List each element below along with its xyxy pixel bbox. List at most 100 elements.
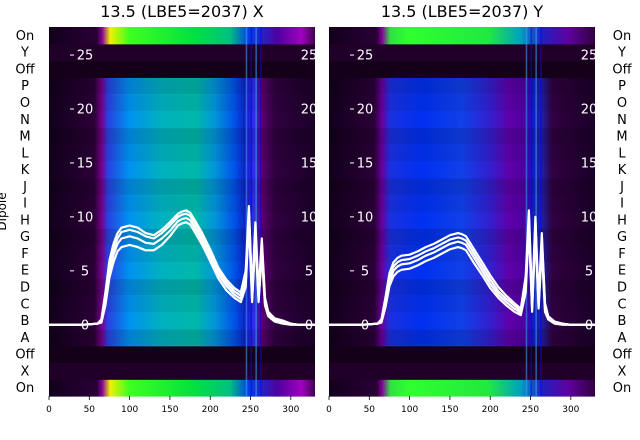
y-tick-label: K [618,163,627,178]
y-tick-label: O [20,96,30,111]
heatmap-row-i [329,194,595,213]
heatmap-row-p [329,77,595,95]
y-tick-label: H [20,213,30,228]
heatmap-row-shade [49,94,315,111]
y-tick-label: J [22,180,27,195]
y-tick-label: D [617,280,627,295]
profile-line-3 [329,226,595,326]
x-tick-label: 200 [482,405,499,415]
heatmap-row-c [329,295,595,313]
heatmap-row-shade [329,328,595,346]
y-tick-label: I [620,197,624,212]
y-tick-label: Y [20,46,29,61]
heatmap-row-off [329,60,595,78]
heatmap-row-l [329,144,595,162]
y-tick-label: Y [617,46,626,61]
heatmap-row-shade [49,177,315,195]
heatmap-row-n [49,110,315,129]
heatmap-row-shade [329,194,595,212]
y-tick-label: N [20,113,30,128]
x-tick-label: 150 [441,405,458,415]
x-tick-label: 100 [121,405,138,415]
heatmap-row-y [329,43,595,62]
y-tick-label: P [21,79,29,94]
x-tick-label: 250 [242,405,259,415]
heatmap-row-shade [329,94,595,111]
heatmap-row-a [329,328,595,347]
y-tick-label: P [618,79,626,94]
y-tick-label: L [618,146,626,161]
x-tick-label: 150 [161,405,178,415]
profile-tick-label: 15 [357,156,374,171]
y-tick-label: On [613,381,631,396]
heatmap-row-k [49,161,315,179]
heatmap-row-shade [49,127,315,145]
heatmap-row-k [329,161,595,179]
x-tick-label: 200 [202,405,219,415]
profile-tick-label-right: 15 [301,156,318,171]
profile-tick-label: 20 [77,103,94,118]
heatmap-row-o [329,94,595,112]
heatmap-row-shade [329,77,595,95]
heatmap-row-x [329,362,595,380]
heatmap-row-shade [49,328,315,346]
y-tick-label: Off [15,348,35,363]
y-tick-label: X [618,364,627,379]
x-tick-label: 50 [84,405,96,415]
heatmap-row-shade [49,194,315,212]
heatmap-streak [535,27,537,396]
heatmap-row-c [49,295,315,313]
heatmap-row-j [329,177,595,196]
profile-tick-label-right: 20 [581,103,598,118]
heatmap-row-on [329,379,595,397]
y-tick-label: On [613,29,631,44]
heatmap-row-on [49,379,315,397]
heatmap-streak [540,27,542,396]
y-tick-label: F [21,247,28,262]
chart-title: 13.5 (LBE5=2037) Y [381,2,544,21]
chart-title: 13.5 (LBE5=2037) X [100,2,264,21]
heatmap-row-shade [329,144,595,162]
heatmap-row-d [49,278,315,296]
panel-y: 13.5 (LBE5=2037) YOnXOffABCDEFGHIJKLMNOP… [326,2,632,415]
heatmap-row-on [49,27,315,45]
heatmap-row-off [329,345,595,364]
panel-x: 13.5 (LBE5=2037) XOnXOffABCDEFGHIJKLMNOP… [0,2,317,415]
heatmap-row-l [49,144,315,162]
heatmap-row-shade [49,77,315,95]
profile-tick-label-right: 10 [581,210,598,225]
heatmap-row-a [49,328,315,347]
y-tick-label: C [20,297,29,312]
profile-tick-label: 10 [77,210,94,225]
y-tick-label: G [617,230,627,245]
heatmap-row-shade [49,228,315,246]
y-tick-label: A [21,331,30,346]
profile-tick-label-right: 10 [301,210,318,225]
heatmap-row-shade [49,144,315,162]
y-tick-label: K [21,163,30,178]
profile-tick-label-right: 25 [581,49,598,64]
profile-line-3 [49,221,315,326]
heatmap-streak [260,27,262,396]
profile-tick-label: 10 [357,210,374,225]
profile-tick-label-right: 20 [301,103,318,118]
y-tick-label: I [23,197,27,212]
profile-tick-label: 0 [81,318,89,333]
y-tick-label: H [617,213,627,228]
y-tick-label: J [619,180,624,195]
heatmap-row-off [49,345,315,364]
heatmap-row-e [49,261,315,280]
profile-tick-label-right: 15 [581,156,598,171]
y-tick-label: Off [15,62,35,77]
profile-tick-label: 15 [77,156,94,171]
heatmap-row-m [329,127,595,146]
heatmap-row-y [49,43,315,62]
heatmap-row-off [49,60,315,78]
y-tick-label: E [21,264,29,279]
profile-tick-label: 25 [77,49,94,64]
x-tick-label: 50 [364,405,376,415]
y-tick-label: On [16,381,34,396]
y-tick-label: L [21,146,29,161]
y-axis-label: Dipole [0,192,9,230]
